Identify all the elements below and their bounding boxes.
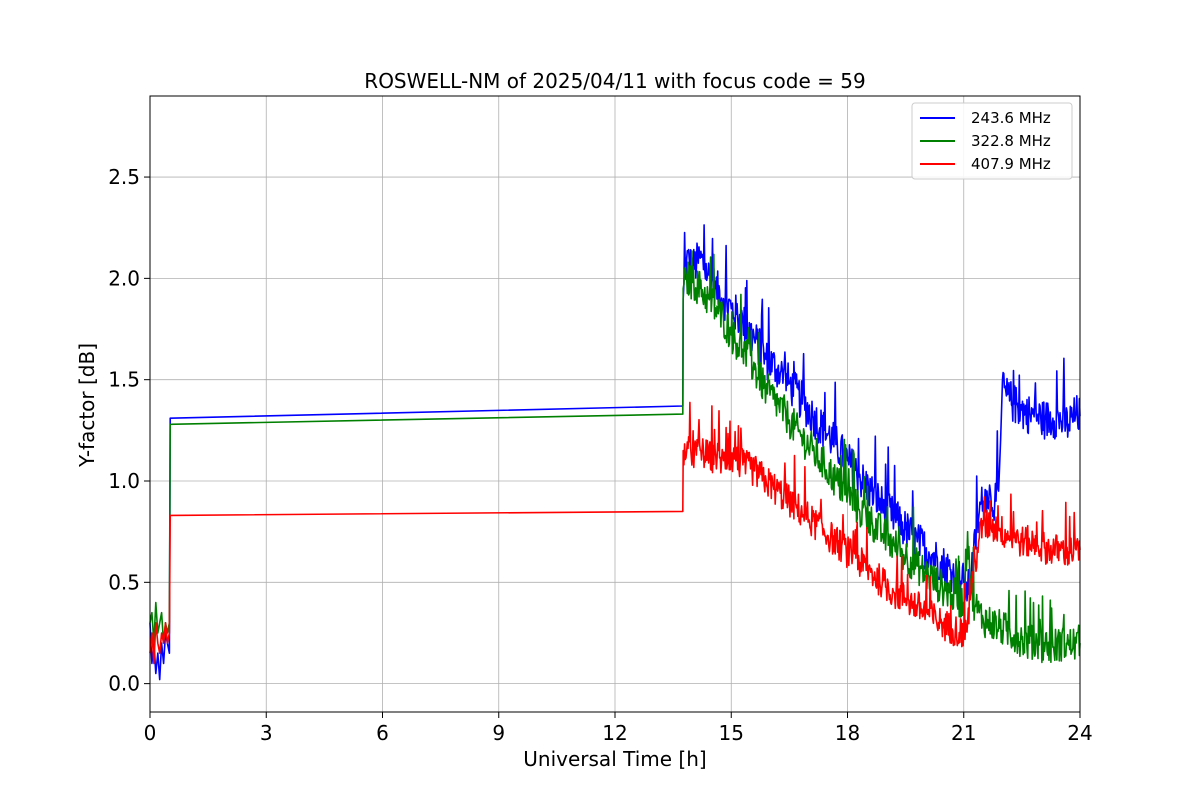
legend-label: 407.9 MHz: [971, 155, 1051, 173]
legend-box: [911, 102, 1073, 180]
legend: 243.6 MHz 322.8 MHz 407.9 MHz: [911, 102, 1073, 180]
x-tick-label: 24: [1067, 721, 1092, 745]
legend-label: 322.8 MHz: [971, 132, 1051, 150]
y-tick-label: 2.0: [108, 266, 140, 290]
y-tick-label: 1.5: [108, 368, 140, 392]
x-tick-label: 0: [144, 721, 157, 745]
x-tick-label: 15: [719, 721, 744, 745]
x-tick-label: 21: [951, 721, 976, 745]
y-tick-label: 2.5: [108, 165, 140, 189]
x-tick-label: 9: [492, 721, 505, 745]
series-line: [149, 250, 1081, 664]
y-tick-label: 0.0: [108, 672, 140, 696]
x-axis-label: Universal Time [h]: [523, 747, 706, 771]
grid-lines: [149, 96, 1081, 712]
chart-title: ROSWELL-NM of 2025/04/11 with focus code…: [364, 69, 865, 93]
series-line: [149, 401, 1081, 665]
legend-label: 243.6 MHz: [971, 109, 1051, 127]
x-tick-label: 18: [835, 721, 860, 745]
series-lines: [149, 224, 1081, 681]
x-axis-ticks: 0 3 6 9 12 15 18 21 24: [144, 712, 1093, 745]
y-axis-label: Y-factor [dB]: [75, 343, 99, 468]
y-tick-label: 1.0: [108, 469, 140, 493]
x-tick-label: 12: [602, 721, 627, 745]
y-axis-ticks: 0.0 0.5 1.0 1.5 2.0 2.5: [108, 165, 150, 696]
x-tick-label: 3: [260, 721, 273, 745]
y-tick-label: 0.5: [108, 570, 140, 594]
x-tick-label: 6: [376, 721, 389, 745]
series-line: [149, 224, 1081, 681]
